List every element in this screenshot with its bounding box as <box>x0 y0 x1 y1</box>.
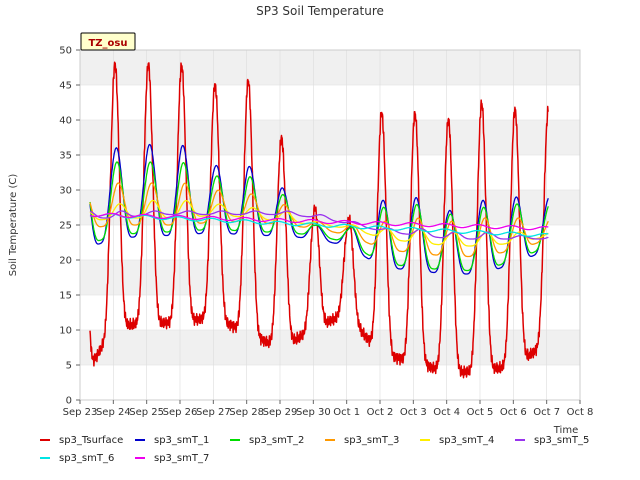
x-tick-label: Oct 6 <box>500 407 527 418</box>
legend-label: sp3_Tsurface <box>59 435 123 446</box>
x-tick-label: Sep 27 <box>196 407 231 418</box>
legend-label: sp3_smT_2 <box>249 435 304 446</box>
y-tick-label: 25 <box>59 221 72 232</box>
x-tick-label: Sep 29 <box>263 407 298 418</box>
x-tick-label: Oct 3 <box>400 407 427 418</box>
y-axis-ticks: 0 5 10 15 20 25 30 35 40 45 50 <box>59 46 80 407</box>
x-tick-label: Oct 4 <box>433 407 460 418</box>
y-tick-label: 45 <box>59 81 72 92</box>
series-line-sp3-smT-2 <box>89 161 549 272</box>
y-axis-title: Soil Temperature (C) <box>8 174 19 277</box>
legend: sp3_Tsurface sp3_smT_1 sp3_smT_2 sp3_smT_3 s… <box>40 435 589 464</box>
x-tick-label: Sep 28 <box>229 407 264 418</box>
chart-title: SP3 Soil Temperature <box>256 4 384 18</box>
legend-label: sp3_smT_5 <box>534 435 589 446</box>
x-tick-label: Sep 25 <box>129 407 164 418</box>
series-line-sp3-smT-7 <box>89 212 549 231</box>
y-tick-label: 50 <box>59 46 72 57</box>
gridlines <box>79 49 581 401</box>
x-tick-label: Oct 7 <box>533 407 560 418</box>
legend-label: sp3_smT_6 <box>59 453 114 464</box>
background-band <box>80 50 580 85</box>
station-label-box: TZ_osu <box>80 32 136 51</box>
legend-label: sp3_smT_1 <box>154 435 209 446</box>
series-line-sp3-smT-6 <box>89 213 549 238</box>
x-tick-label: Oct 2 <box>367 407 394 418</box>
x-tick-label: Oct 1 <box>333 407 360 418</box>
x-tick-label: Sep 30 <box>296 407 331 418</box>
background-band <box>80 190 580 225</box>
y-tick-label: 0 <box>66 396 72 407</box>
x-tick-label: Sep 26 <box>163 407 198 418</box>
y-tick-label: 15 <box>59 291 72 302</box>
x-tick-label: Sep 23 <box>63 407 98 418</box>
y-tick-label: 20 <box>59 256 72 267</box>
x-axis-title: Time <box>553 425 578 436</box>
series-line-sp3-smT-5 <box>89 210 549 240</box>
station-label: TZ_osu <box>88 38 127 49</box>
background-band <box>80 120 580 155</box>
x-tick-label: Oct 5 <box>467 407 494 418</box>
y-tick-label: 10 <box>59 326 72 337</box>
series-line-sp3-Tsurface <box>89 61 550 379</box>
y-tick-label: 30 <box>59 186 72 197</box>
background-band <box>80 260 580 295</box>
y-tick-label: 35 <box>59 151 72 162</box>
series-lines <box>89 61 550 379</box>
x-tick-label: Sep 24 <box>96 407 131 418</box>
legend-label: sp3_smT_3 <box>344 435 399 446</box>
background-band <box>80 330 580 365</box>
x-tick-label: Oct 8 <box>567 407 594 418</box>
y-tick-label: 40 <box>59 116 72 127</box>
legend-label: sp3_smT_7 <box>154 453 209 464</box>
background-bands <box>80 50 580 365</box>
y-tick-label: 5 <box>66 361 72 372</box>
legend-label: sp3_smT_4 <box>439 435 494 446</box>
